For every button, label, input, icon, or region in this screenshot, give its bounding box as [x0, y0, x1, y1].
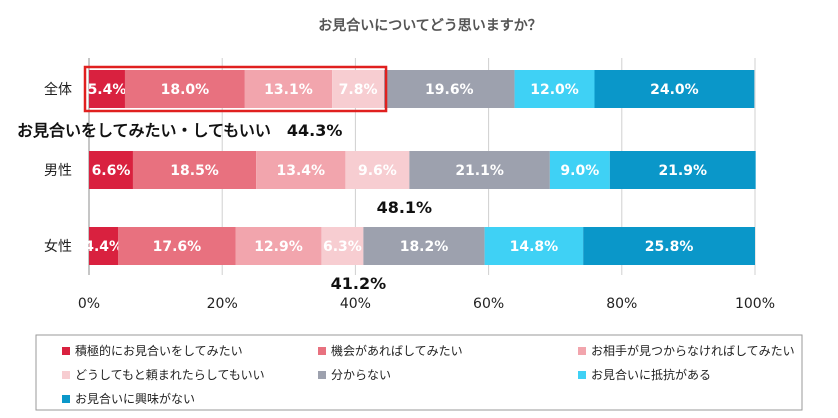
value-label: 18.5%	[170, 163, 219, 179]
legend-swatch	[318, 347, 326, 355]
chart-title: お見合いについてどう思いますか？	[318, 17, 542, 34]
value-label: 13.4%	[276, 163, 325, 179]
value-label: 6.3%	[323, 239, 362, 255]
annotations: お見合いをしてみたい・してもいい 44.3% 48.1% 41.2%	[17, 65, 433, 293]
value-label: 13.1%	[264, 82, 313, 98]
value-label: 19.6%	[425, 82, 474, 98]
legend-label: 機会があればしてみたい	[331, 343, 463, 358]
value-label: 9.0%	[560, 163, 599, 179]
bar-segment	[363, 227, 485, 265]
bar-segment	[124, 70, 245, 108]
x-tick-labels: 0% 20% 40% 60% 80% 100%	[78, 296, 775, 312]
bar-segment	[118, 227, 236, 265]
category-label: 男性	[44, 163, 72, 179]
bar-segment	[345, 151, 410, 189]
legend: 積極的にお見合いをしてみたい 機会があればしてみたい お相手が見つからなければしてみ…	[62, 343, 795, 406]
legend-label: 分からない	[331, 368, 391, 382]
legend-swatch	[62, 395, 70, 403]
annotation-label: お見合いをしてみたい・してもいい 44.3%	[17, 121, 342, 140]
value-label: 25.8%	[645, 239, 694, 255]
bar-segment	[609, 151, 756, 189]
x-tick-label: 20%	[207, 296, 238, 312]
value-label: 12.9%	[254, 239, 303, 255]
legend-label: お相手が見つからなければしてみたい	[591, 343, 795, 358]
category-label: 女性	[44, 238, 72, 255]
value-label: 18.2%	[400, 239, 449, 255]
legend-box	[35, 334, 803, 411]
bar-segment	[332, 70, 385, 108]
legend-label: お見合いに興味がない	[75, 391, 195, 406]
x-tick-label: 60%	[473, 296, 504, 312]
value-label: 17.6%	[153, 239, 202, 255]
value-label: 14.8%	[510, 239, 559, 255]
value-label: 12.0%	[530, 82, 579, 98]
annotation-label: 48.1%	[377, 198, 433, 217]
bar-segment	[321, 227, 364, 265]
bar-segment	[244, 70, 333, 108]
bar-segment	[514, 70, 595, 108]
value-label: 21.9%	[658, 163, 707, 179]
x-tick-label: 100%	[735, 296, 775, 312]
bar-segment	[549, 151, 610, 189]
legend-label: 積極的にお見合いをしてみたい	[75, 343, 243, 358]
bar-segment	[132, 151, 257, 189]
legend-swatch	[62, 371, 70, 379]
x-tick-label: 0%	[78, 296, 100, 312]
bar-segment	[235, 227, 322, 265]
legend-label: お見合いに抵抗がある	[591, 367, 711, 382]
category-label: 全体	[44, 81, 72, 98]
bar-segment	[594, 70, 755, 108]
bar-segment	[583, 227, 755, 265]
legend-swatch	[578, 347, 586, 355]
value-label: 4.4%	[84, 239, 123, 255]
value-label: 5.4%	[88, 82, 127, 98]
bars: 5.4% 18.0% 13.1% 7.8% 19.6% 12.0% 24.0% 6.6% 18.…	[84, 70, 756, 265]
x-tick-label: 40%	[340, 296, 371, 312]
bar-segment	[409, 151, 550, 189]
bar-segment	[484, 227, 584, 265]
value-label: 24.0%	[650, 82, 699, 98]
bar-segment	[256, 151, 346, 189]
value-label: 18.0%	[161, 82, 210, 98]
bar-segment	[89, 70, 125, 108]
legend-swatch	[318, 371, 326, 379]
legend-label: どうしてもと頼まれたらしてもいい	[75, 368, 265, 382]
value-label: 6.6%	[92, 163, 131, 179]
value-label: 9.6%	[358, 163, 397, 179]
highlight-box	[83, 65, 388, 113]
bar-segment	[384, 70, 515, 108]
bar-segment	[89, 151, 133, 189]
x-tick-label: 80%	[606, 296, 637, 312]
annotation-label: 41.2%	[331, 274, 387, 293]
bar-segment	[89, 227, 119, 265]
value-label: 21.1%	[455, 163, 504, 179]
legend-swatch	[578, 371, 586, 379]
value-label: 7.8%	[339, 82, 378, 98]
legend-swatch	[62, 347, 70, 355]
